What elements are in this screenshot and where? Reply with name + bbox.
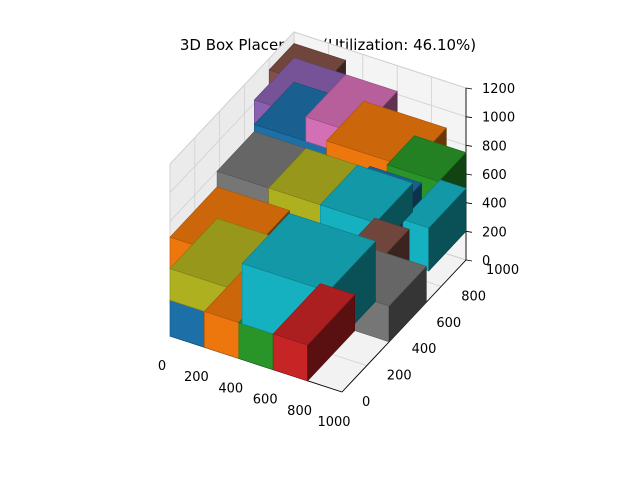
grid-line-z (293, 31, 467, 89)
grid-line-z (169, 31, 295, 165)
x-tick-label: 1000 (317, 415, 350, 430)
x-tick-label: 600 (253, 393, 278, 408)
box-top-face (272, 283, 356, 346)
z-tick-mark (465, 202, 473, 205)
y-tick-label: 200 (387, 369, 412, 384)
z-tick-label: 1200 (482, 82, 515, 97)
z-tick-mark (465, 230, 473, 233)
z-tick-mark (465, 116, 473, 119)
z-tick-label: 600 (482, 168, 507, 183)
box-4 (272, 283, 356, 382)
z-tick-label: 400 (482, 197, 507, 212)
z-tick-mark (465, 144, 473, 147)
y-tick-label: 1000 (486, 263, 519, 278)
x-tick-label: 200 (184, 370, 209, 385)
x-tick-label: 400 (218, 381, 243, 396)
box-top-face (402, 179, 467, 229)
z-tick-label: 0 (482, 254, 490, 269)
box-top-face (241, 212, 376, 292)
tick-labels: 0200400600800100002004006008001000020040… (158, 82, 519, 430)
z-tick-mark (465, 173, 473, 176)
y-tick-label: 400 (412, 342, 437, 357)
box-top-face (319, 164, 414, 224)
y-tick-label: 0 (362, 395, 370, 410)
boxes-layer (169, 43, 467, 382)
x-tick-label: 0 (158, 359, 166, 374)
z-tick-label: 800 (482, 139, 507, 154)
z-tick-label: 1000 (482, 111, 515, 126)
y-tick-label: 800 (461, 289, 486, 304)
x-tick-label: 800 (287, 404, 312, 419)
z-tick-mark (465, 259, 473, 262)
y-tick-label: 600 (436, 316, 461, 331)
box-top-face (386, 135, 467, 182)
box-17 (402, 179, 467, 272)
z-tick-mark (465, 87, 473, 90)
z-tick-label: 200 (482, 225, 507, 240)
